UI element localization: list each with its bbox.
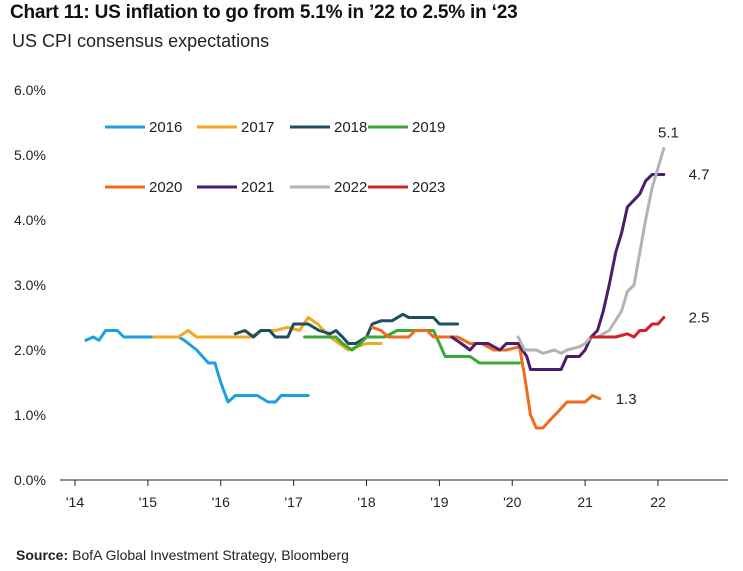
annotation-label: 4.7 [689,167,710,184]
legend-label-2019: 2019 [412,119,445,136]
source-label: Source: [16,547,69,563]
series-line-2016 [84,329,310,404]
legend-label-2021: 2021 [241,179,274,196]
x-tick-label: '17 [285,494,303,510]
series-line-2017 [152,316,383,352]
y-tick-label: 4.0% [14,212,46,228]
source-note: Source: BofA Global Investment Strategy, … [16,547,349,563]
annotation-label: 5.1 [658,124,679,141]
source-text: BofA Global Investment Strategy, Bloombe… [72,547,349,563]
y-tick-label: 1.0% [14,407,46,423]
x-tick-label: '16 [212,494,230,510]
x-tick-label: '18 [357,494,375,510]
x-tick-label: '19 [430,494,448,510]
x-tick-label: '14 [66,494,84,510]
series-line-2020 [370,325,602,430]
legend-label-2022: 2022 [334,179,367,196]
series-line-2021 [450,173,666,371]
x-tick-label: '20 [503,494,521,510]
y-tick-label: 5.0% [14,147,46,163]
annotation-label: 1.3 [616,391,637,408]
y-tick-label: 6.0% [14,82,46,98]
line-chart: 0.0%1.0%2.0%3.0%4.0%5.0%6.0% '14'15'16'1… [14,82,728,510]
series-lines [84,147,666,430]
legend-label-2018: 2018 [334,119,367,136]
x-tick-label: '15 [139,494,157,510]
legend-label-2020: 2020 [149,179,182,196]
series-line-2018 [233,312,460,345]
legend: 2016 2017 2018 2019 2020 2021 2022 2023 [105,119,445,196]
chart-subtitle: US CPI consensus expectations [12,31,270,51]
end-value-annotations: 5.1 4.7 2.5 1.3 [616,124,710,408]
annotation-label: 2.5 [689,310,710,327]
series-line-2022 [516,147,666,355]
legend-label-2017: 2017 [241,119,274,136]
legend-label-2023: 2023 [412,179,445,196]
y-tick-label: 3.0% [14,277,46,293]
chart-title: Chart 11: US inflation to go from 5.1% i… [10,2,518,23]
x-axis-ticks: '14 '15 '16 '17 '18 '19 '20 21 22 [66,480,666,510]
x-tick-label: 21 [577,494,593,510]
series-line-2019 [303,329,521,365]
y-axis-labels: 0.0% 1.0% 2.0% 3.0% 4.0% 5.0% 6.0% [14,82,46,488]
y-tick-label: 0.0% [14,472,46,488]
legend-label-2016: 2016 [149,119,182,136]
x-tick-label: 22 [650,494,666,510]
series-line-2023 [589,316,666,339]
y-tick-label: 2.0% [14,342,46,358]
